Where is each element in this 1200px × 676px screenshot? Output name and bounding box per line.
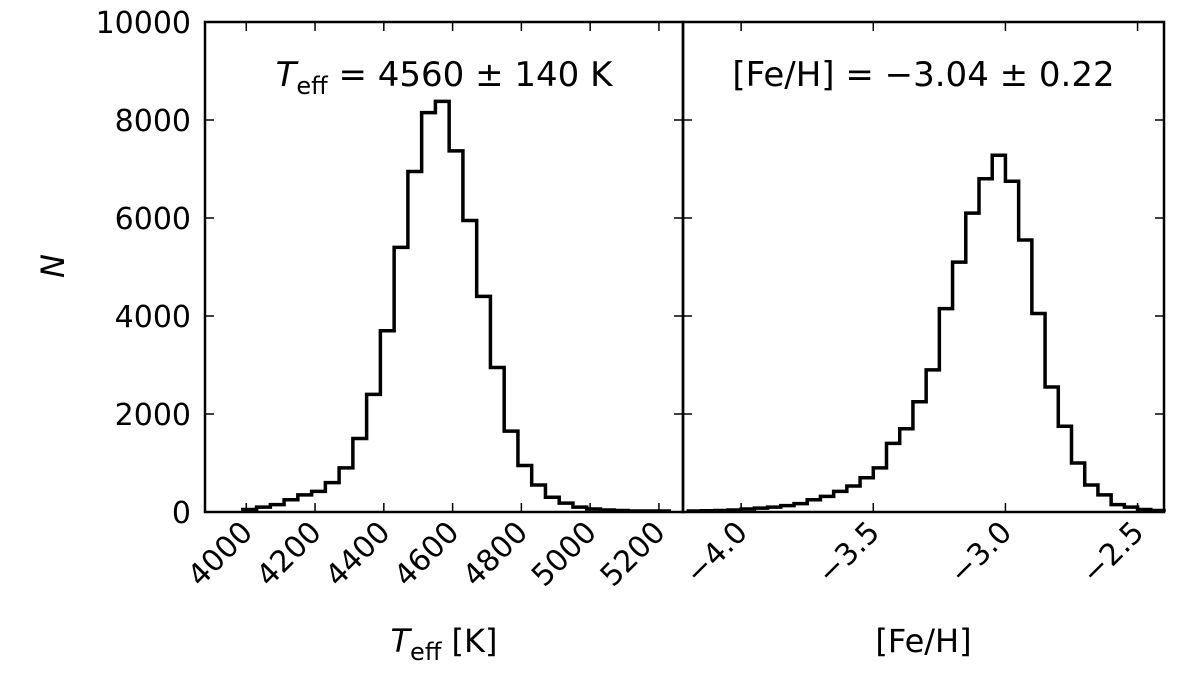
y-axis-label: N: [34, 254, 72, 278]
histogram-bin: [1005, 181, 1018, 512]
histogram-bin: [477, 296, 491, 512]
histogram-bin: [887, 443, 900, 512]
histogram-bin: [939, 309, 952, 512]
x-tick-label: −2.5: [1075, 515, 1151, 591]
x-tick-label: 4600: [388, 515, 467, 594]
histogram-bin: [422, 113, 436, 512]
histogram-bin: [463, 220, 477, 512]
histogram-bin: [312, 491, 326, 512]
y-tick-label: 6000: [115, 202, 191, 237]
histogram-bin: [532, 485, 546, 512]
histogram-bin: [1019, 240, 1032, 512]
y-tick-label: 10000: [96, 6, 191, 41]
histogram-bin: [1098, 495, 1111, 512]
histogram-bin: [1085, 485, 1098, 512]
y-tick-label: 2000: [115, 398, 191, 433]
histogram-bin: [408, 171, 422, 512]
stat-annotation: Teff = 4560 ± 140 K: [276, 55, 615, 100]
histogram-bin: [900, 429, 913, 512]
x-tick-label: 4000: [181, 515, 260, 594]
teff-histogram-panel: 0200040006000800010000400042004400460048…: [34, 6, 685, 666]
stat-annotation: [Fe/H] = −3.04 ± 0.22: [732, 55, 1114, 95]
histogram-bin: [490, 367, 504, 512]
histogram-bin: [966, 213, 979, 512]
x-axis-label: Teff [K]: [391, 622, 498, 666]
x-tick-label: −3.0: [943, 515, 1019, 591]
histogram-bin: [380, 331, 394, 512]
x-tick-label: 5200: [594, 515, 673, 594]
histogram-bin: [1072, 463, 1085, 512]
histogram-bin: [820, 496, 833, 512]
x-axis-label: [Fe/H]: [875, 622, 971, 660]
histogram-bin: [339, 468, 353, 512]
histogram-bin: [1058, 426, 1071, 512]
x-tick-label: 4200: [250, 515, 329, 594]
y-tick-label: 8000: [115, 104, 191, 139]
histogram-bin: [992, 155, 1005, 512]
histogram-bin: [926, 370, 939, 512]
histogram-bin: [979, 179, 992, 512]
histogram-bin: [518, 465, 532, 512]
histogram-bin: [1045, 387, 1058, 512]
y-tick-label: 4000: [115, 300, 191, 335]
histogram-bin: [1032, 314, 1045, 512]
histogram-bin: [913, 402, 926, 512]
x-tick-label: −3.5: [811, 515, 887, 591]
histogram-step-line: [686, 153, 1166, 513]
histogram-bin: [394, 247, 408, 512]
histogram-bin: [298, 495, 312, 512]
x-tick-label: 4800: [456, 515, 535, 594]
y-tick-label: 0: [172, 496, 191, 531]
histogram-bin: [435, 101, 449, 512]
histogram-bin: [504, 431, 518, 512]
histogram-bin: [353, 439, 367, 513]
histogram-bin: [449, 151, 463, 512]
histogram-step-line: [241, 99, 671, 513]
histogram-bin: [367, 394, 381, 512]
histogram-bin: [834, 491, 847, 512]
feh-histogram-panel: −4.0 −3.5 −3.0 −2.5 [Fe/H] = −3.04 ± 0.22 [Fe…: [679, 20, 1166, 660]
histogram-bin: [953, 262, 966, 512]
histogram-bin: [873, 468, 886, 512]
histogram-bin: [325, 483, 339, 512]
x-tick-label: 4400: [319, 515, 398, 594]
histogram-bin: [847, 486, 860, 512]
x-tick-label: −4.0: [679, 515, 755, 591]
histogram-bin: [284, 500, 298, 512]
histogram-bin: [860, 478, 873, 512]
plot-frame: [681, 20, 1166, 514]
plot-frame: [203, 20, 685, 514]
x-tick-label: 5000: [525, 515, 604, 594]
histogram-bin: [807, 500, 820, 512]
histogram-bin: [545, 497, 559, 512]
